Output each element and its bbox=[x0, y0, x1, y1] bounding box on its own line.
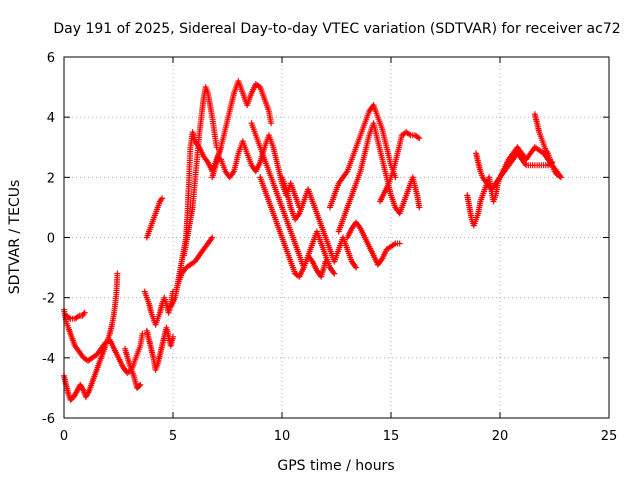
data-series bbox=[61, 78, 564, 403]
y-tick-label: -6 bbox=[42, 412, 55, 427]
x-tick-label: 15 bbox=[383, 429, 400, 444]
x-tick-label: 0 bbox=[60, 429, 68, 444]
sdtvar-points bbox=[61, 78, 564, 403]
y-tick-label: -4 bbox=[42, 352, 55, 367]
y-tick-label: 6 bbox=[47, 51, 55, 66]
axis-ticks: 0 5 10 15 20 25 -6 -4 -2 0 2 4 6 bbox=[42, 51, 617, 444]
y-axis-label: SDTVAR / TECUs bbox=[7, 180, 23, 295]
y-tick-label: 0 bbox=[47, 232, 55, 247]
chart-title: Day 191 of 2025, Sidereal Day-to-day VTE… bbox=[53, 21, 620, 37]
y-tick-label: 2 bbox=[47, 171, 55, 186]
grid-lines bbox=[64, 57, 609, 418]
x-tick-label: 10 bbox=[274, 429, 291, 444]
y-tick-label: -2 bbox=[42, 292, 55, 307]
x-tick-label: 5 bbox=[169, 429, 177, 444]
x-axis-label: GPS time / hours bbox=[277, 458, 394, 474]
x-tick-label: 20 bbox=[492, 429, 509, 444]
x-tick-label: 25 bbox=[601, 429, 618, 444]
y-tick-label: 4 bbox=[47, 111, 55, 126]
